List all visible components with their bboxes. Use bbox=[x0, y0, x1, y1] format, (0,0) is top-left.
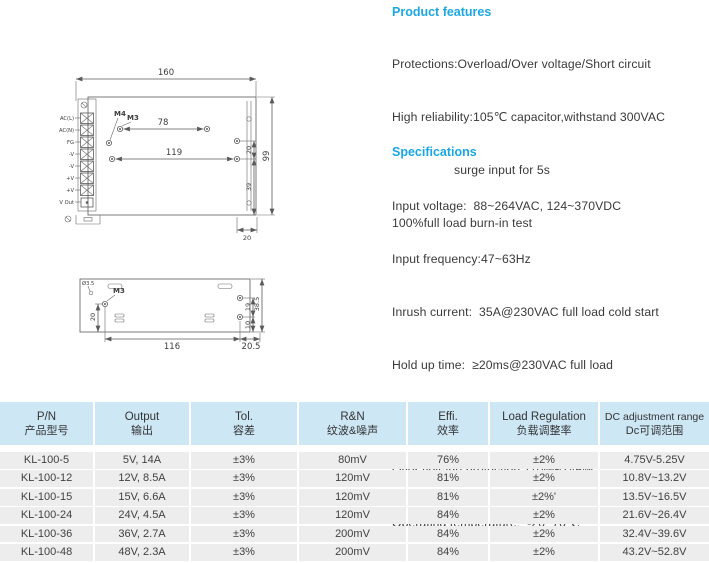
table-row: KL-100-12 12V, 8.5A ±3% 120mV 81% ±2% 10… bbox=[0, 470, 709, 488]
dim-78: 78 bbox=[158, 118, 169, 128]
side-outline bbox=[79, 278, 251, 333]
specifications-heading: Specifications bbox=[392, 145, 477, 159]
dim-20-bottom: 20 bbox=[243, 234, 251, 242]
side-view: Ø3.5 M3 20 19 10 38.5 bbox=[79, 278, 265, 352]
dim-hole-3_5: Ø3.5 bbox=[82, 280, 94, 287]
product-features-list: Protections:Overload/Over voltage/Short … bbox=[392, 21, 665, 250]
models-table-header: P/N 产品型号 Output 输出 Tol. 容差 R&N 纹波&噪声 Eff… bbox=[0, 402, 709, 445]
dim-20-right: 20 bbox=[245, 146, 253, 154]
terminal-label: +V bbox=[66, 176, 74, 182]
column-header-ripple-noise: R&N 纹波&噪声 bbox=[299, 402, 408, 445]
product-features-heading: Product features bbox=[392, 5, 492, 19]
terminal-label: V Out bbox=[59, 200, 74, 206]
terminal-label: AC(N) bbox=[59, 128, 74, 134]
dim-99: 99 bbox=[262, 151, 272, 162]
feature-line: surge input for 5s bbox=[454, 162, 550, 177]
dim-20_5: 20.5 bbox=[242, 342, 261, 352]
table-row: KL-100-48 48V, 2.3A ±3% 200mV 84% ±2% 43… bbox=[0, 543, 709, 561]
column-header-pn: P/N 产品型号 bbox=[0, 402, 95, 445]
feature-line: Protections:Overload/Over voltage/Short … bbox=[392, 57, 651, 72]
table-row: KL-100-15 15V, 6.6A ±3% 120mV 81% ±2%' 1… bbox=[0, 488, 709, 506]
dim-10: 10 bbox=[244, 321, 252, 329]
spec-line: Inrush current: 35A@230VAC full load col… bbox=[392, 304, 659, 319]
spec-line: Hold up time: ≥20ms@230VAC full load bbox=[392, 357, 614, 372]
column-header-dc-adjustment: DC adjustment range Dc可调范围 bbox=[600, 402, 709, 445]
column-header-efficiency: Effi. 效率 bbox=[408, 402, 490, 445]
mechanical-drawing: 160 AC(L) AC(N) FG -V -V +V +V V O bbox=[59, 68, 275, 352]
dim-160: 160 bbox=[158, 68, 174, 78]
table-row: KL-100-5 5V, 14A ±3% 80mV 76% ±2% 4.75V-… bbox=[0, 452, 709, 469]
dim-38_5: 38.5 bbox=[253, 297, 261, 311]
terminal-label: -V bbox=[69, 164, 75, 170]
column-header-load-regulation: Load Regulation 负载调整率 bbox=[490, 402, 600, 445]
terminal-label: FG bbox=[67, 140, 74, 146]
screw-label-m3: M3 bbox=[127, 114, 139, 122]
models-table-body: KL-100-5 5V, 14A ±3% 80mV 76% ±2% 4.75V-… bbox=[0, 452, 709, 561]
screw-label-m4: M4 bbox=[114, 110, 126, 118]
table-row: KL-100-36 36V, 2.7A ±3% 200mV 84% ±2% 32… bbox=[0, 525, 709, 543]
terminal-label: +V bbox=[66, 188, 74, 194]
dim-119: 119 bbox=[166, 148, 182, 158]
dim-39-right: 39 bbox=[245, 183, 253, 191]
dim-19: 19 bbox=[244, 303, 252, 311]
terminal-label: AC(L) bbox=[60, 116, 74, 122]
feature-line: High reliability:105℃ capacitor,withstan… bbox=[392, 109, 665, 124]
top-view: 160 AC(L) AC(N) FG -V -V +V +V V O bbox=[59, 68, 275, 242]
terminal-label: -V bbox=[69, 152, 75, 158]
models-table: P/N 产品型号 Output 输出 Tol. 容差 R&N 纹波&噪声 Eff… bbox=[0, 402, 709, 562]
side-screw-label-m3: M3 bbox=[113, 287, 125, 295]
terminal-labels: AC(L) AC(N) FG -V -V +V +V V Out bbox=[59, 116, 74, 206]
dim-116: 116 bbox=[164, 342, 180, 352]
column-header-output: Output 输出 bbox=[95, 402, 191, 445]
spec-line: Input frequency:47~63Hz bbox=[392, 251, 531, 266]
column-header-tolerance: Tol. 容差 bbox=[191, 402, 299, 445]
feature-line: 100%full load burn-in test bbox=[392, 215, 533, 230]
dim-20-side: 20 bbox=[89, 313, 97, 321]
table-row: KL-100-24 24V, 4.5A ±3% 120mV 84% ±2% 21… bbox=[0, 507, 709, 524]
spec-line: Input voltage: 88~264VAC, 124~370VDC bbox=[392, 199, 622, 214]
